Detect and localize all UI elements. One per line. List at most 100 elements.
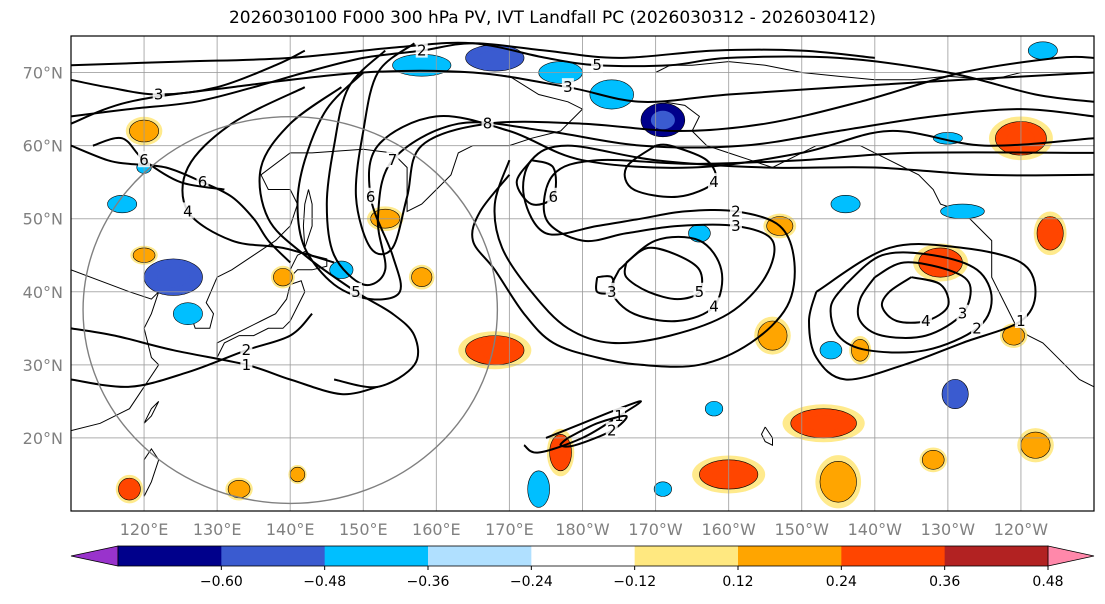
pv-blob-core [527, 470, 550, 508]
pv-anomaly-blob [782, 404, 865, 443]
contour-label: 2 [607, 422, 617, 440]
latitude-label: 50°N [23, 210, 63, 229]
pv-blob-peak [478, 342, 511, 359]
pv-anomaly-blob [225, 477, 253, 501]
ivt-contour: 4 [623, 143, 721, 199]
contour-label-bg [152, 85, 165, 102]
contour-label: 3 [607, 283, 617, 301]
ivt-contour: 3 [71, 49, 306, 103]
contour-line [880, 276, 950, 324]
contour-line [71, 49, 306, 96]
ivt-contour: 3 [71, 69, 1094, 125]
colorbar-tick-label: −0.60 [200, 574, 243, 590]
coastline-segment [655, 61, 1094, 81]
pv-blob-core [757, 320, 788, 351]
contour-line [71, 312, 313, 388]
pv-anomaly-blob [754, 316, 791, 355]
contour-line [807, 243, 1037, 381]
ivt-contour: 5 [71, 41, 1094, 103]
contour-line [296, 71, 1094, 301]
longitude-label: 160°E [412, 520, 461, 539]
contour-label-bg [919, 312, 932, 328]
contour-line [856, 261, 972, 339]
pv-blob-core [830, 195, 861, 214]
pv-anomaly-blob [1017, 428, 1054, 463]
contour-label: 5 [351, 283, 361, 301]
pv-anomaly-blob [830, 195, 861, 214]
contour-line [471, 144, 1094, 368]
contour-label-bg [138, 151, 151, 168]
ivt-contour: 3 [856, 261, 972, 339]
longitude-label: 130°E [193, 520, 242, 539]
contour-label-bg [729, 202, 742, 219]
pv-blob-core [589, 79, 634, 110]
pv-anomaly-blob [704, 401, 724, 417]
pv-anomaly-blob [919, 447, 947, 473]
longitude-tick-labels: 120°E 130°E 140°E 150°E 160°E 170°E 180°W 170°W… [120, 520, 1049, 539]
ivt-contour: 3 [493, 151, 1094, 345]
contour-line [325, 49, 1094, 287]
contour-label-bg [240, 341, 253, 358]
pv-blob-core [411, 267, 433, 287]
pv-blob-peak [650, 110, 675, 130]
colorbar-segment [841, 546, 946, 566]
pv-blob-peak [478, 50, 511, 66]
contour-label: 7 [388, 151, 398, 169]
longitude-label: 120°E [120, 520, 169, 539]
contour-label: 6 [139, 151, 149, 169]
colorbar-segment [634, 546, 739, 566]
contour-label-bg [605, 282, 618, 299]
pv-blob-core [107, 195, 138, 214]
latitude-label: 20°N [23, 429, 63, 448]
pv-anomaly-blob [527, 470, 550, 508]
contour-label: 3 [154, 85, 164, 103]
pv-anomaly-blob [1027, 41, 1058, 60]
colorbar-segment [324, 546, 429, 566]
longitude-label: 140°E [266, 520, 315, 539]
longitude-label: 170°W [628, 520, 683, 539]
longitude-label: 130°W [921, 520, 976, 539]
latitude-label: 60°N [23, 137, 63, 156]
coastline-segment [302, 189, 313, 249]
pv-anomaly-blob [815, 455, 862, 509]
contour-label: 5 [592, 56, 602, 74]
contour-label-bg [386, 151, 399, 168]
pv-blob-peak [157, 267, 190, 288]
pv-anomaly-blob [653, 481, 672, 497]
contour-label: 5 [695, 283, 705, 301]
ivt-contour: 8 [354, 42, 1094, 256]
contour-line [523, 400, 643, 454]
contour-label: 4 [709, 297, 719, 315]
pv-anomaly-blob [115, 474, 144, 504]
colorbar-extend-high [1047, 545, 1095, 567]
chart-title: 2026030100 F000 300 hPa PV, IVT Landfall… [228, 8, 876, 28]
longitude-label: 160°W [701, 520, 756, 539]
pv-anomaly-blob [940, 203, 985, 219]
ivt-contour: 2 [71, 41, 875, 118]
pv-anomaly-blob [849, 335, 872, 365]
colorbar-tick-label: −0.12 [613, 574, 656, 590]
contour-label: 6 [548, 188, 558, 206]
contour-label-bg [196, 173, 209, 190]
contour-label-bg [349, 282, 362, 299]
latitude-label: 30°N [23, 356, 63, 375]
contour-label-bg [415, 41, 428, 58]
ivt-contour: 3 [595, 275, 618, 301]
ivt-contour: 5 [258, 86, 420, 389]
colorbar-segment [118, 546, 222, 566]
contour-label: 2 [972, 319, 982, 337]
pv-blob-core [940, 203, 985, 219]
pv-anomaly-blob [107, 195, 138, 214]
colorbar-tick-label: 0.24 [826, 574, 857, 590]
pv-anomaly-blob [408, 264, 435, 290]
longitude-label: 150°W [775, 520, 830, 539]
pv-anomaly-blob [271, 265, 295, 289]
colorbar-segment [738, 546, 842, 566]
colorbar-tick-label: −0.36 [407, 574, 450, 590]
pv-blob-core [921, 450, 945, 470]
contour-line [71, 42, 875, 118]
colorbar-segment [428, 546, 532, 566]
contour-label-bg [693, 282, 706, 299]
pv-blob-core [688, 224, 711, 243]
